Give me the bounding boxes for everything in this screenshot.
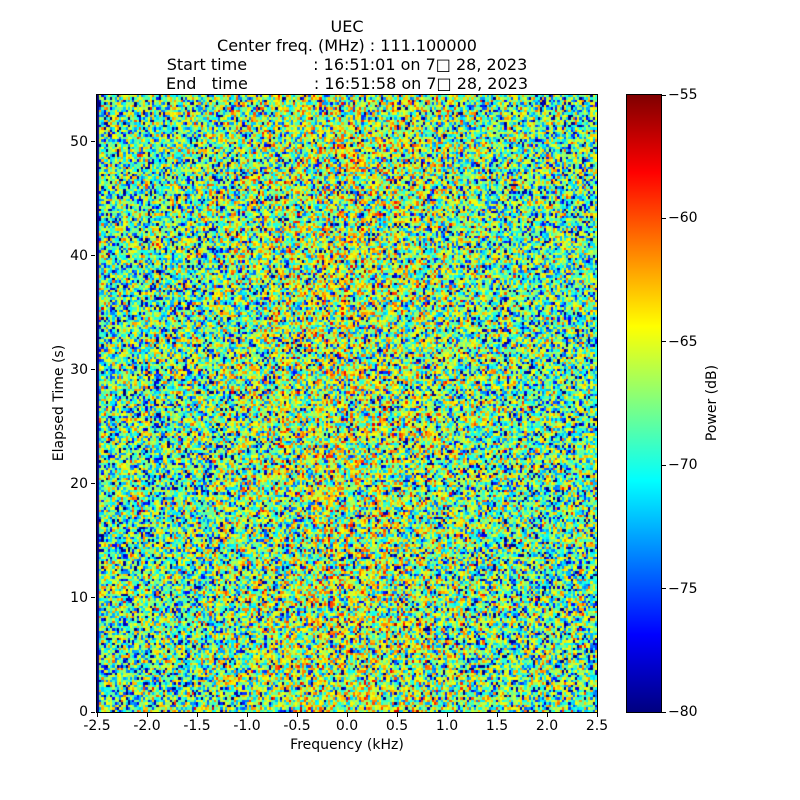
plot-title-block: UEC Center freq. (MHz) : 111.100000 Star… [97, 17, 597, 93]
x-tick-mark [196, 713, 198, 717]
colorbar-tick-mark [662, 94, 666, 96]
title-line-end-time: End time : 16:51:58 on 7□ 28, 2023 [166, 74, 528, 93]
x-tick-label: 2.5 [585, 718, 609, 734]
colorbar-tick-label: −65 [668, 333, 698, 350]
colorbar-tick-label: −80 [668, 704, 698, 720]
colorbar-tick-label: −60 [668, 210, 698, 227]
x-tick-mark [446, 713, 448, 717]
y-axis-label: Elapsed Time (s) [51, 344, 67, 462]
x-tick-label: -1.5 [183, 718, 211, 734]
colorbar [626, 94, 662, 713]
y-tick-label: 0 [79, 704, 88, 720]
x-tick-mark [496, 713, 498, 717]
x-tick-mark [396, 713, 398, 717]
x-tick-mark [346, 713, 348, 717]
x-tick-label: 1.0 [435, 718, 459, 734]
y-tick-label: 30 [70, 361, 88, 378]
colorbar-tick-label: −70 [668, 457, 698, 474]
colorbar-tick-mark [662, 588, 666, 590]
x-tick-label: -2.0 [133, 718, 161, 734]
colorbar-tick-label: −55 [668, 87, 698, 103]
x-tick-mark [96, 713, 98, 717]
x-axis-label: Frequency (kHz) [290, 737, 404, 753]
colorbar-tick-mark [662, 464, 666, 466]
y-tick-mark [91, 711, 95, 713]
plot-area [96, 94, 598, 713]
y-tick-mark [91, 255, 95, 257]
x-tick-mark [296, 713, 298, 717]
spectrogram-heatmap [97, 95, 597, 712]
y-tick-mark [91, 369, 95, 371]
x-tick-mark [596, 713, 598, 717]
y-tick-label: 20 [70, 475, 88, 492]
y-tick-mark [91, 141, 95, 143]
colorbar-tick-label: −75 [668, 580, 698, 597]
y-tick-label: 50 [70, 133, 88, 150]
title-line-center-freq: Center freq. (MHz) : 111.100000 [217, 36, 477, 55]
y-tick-label: 40 [70, 247, 88, 264]
x-tick-label: 1.5 [485, 718, 509, 734]
colorbar-tick-mark [662, 217, 666, 219]
x-tick-mark [146, 713, 148, 717]
x-tick-label: -0.5 [283, 718, 311, 734]
y-tick-mark [91, 597, 95, 599]
x-tick-mark [546, 713, 548, 717]
x-tick-label: 2.0 [535, 718, 559, 734]
title-line-main: UEC [330, 17, 364, 36]
x-tick-label: 0.0 [335, 718, 359, 734]
colorbar-tick-mark [662, 711, 666, 713]
title-line-start-time: Start time : 16:51:01 on 7□ 28, 2023 [166, 55, 528, 74]
y-tick-mark [91, 483, 95, 485]
colorbar-tick-mark [662, 341, 666, 343]
x-tick-mark [246, 713, 248, 717]
x-tick-label: -2.5 [83, 718, 111, 734]
x-tick-label: -1.0 [233, 718, 261, 734]
x-tick-label: 0.5 [385, 718, 409, 734]
y-tick-label: 10 [70, 589, 88, 606]
